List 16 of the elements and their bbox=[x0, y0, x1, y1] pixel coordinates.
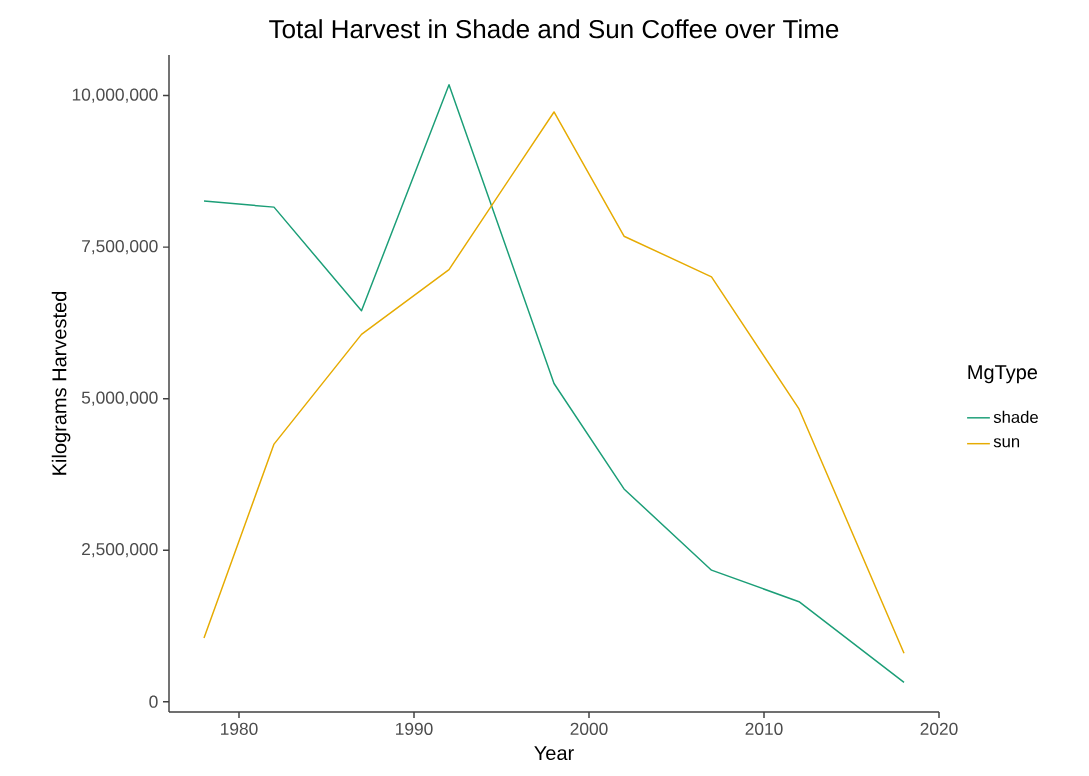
legend-label: sun bbox=[993, 438, 1020, 448]
legend-title: MgType bbox=[968, 365, 1038, 384]
y-tick-label: 0 bbox=[149, 695, 158, 708]
x-tick-label: 1990 bbox=[396, 722, 433, 735]
y-tick-label: 7,500,000 bbox=[82, 239, 158, 255]
chart-title: Total Harvest in Shade and Sun Coffee over Time bbox=[269, 19, 839, 39]
y-tick-label: 10,000,000 bbox=[72, 88, 158, 103]
y-tick-label: 2,500,000 bbox=[82, 543, 158, 558]
x-axis-title: Year bbox=[534, 746, 574, 761]
y-tick-label: 5,000,000 bbox=[81, 391, 158, 406]
legend-label: shade bbox=[993, 410, 1038, 424]
x-tick-label: 2010 bbox=[745, 722, 783, 735]
x-tick-label: 1980 bbox=[221, 722, 258, 735]
x-tick-label: 2020 bbox=[920, 722, 958, 735]
x-tick-label: 2000 bbox=[570, 722, 608, 735]
y-axis-title: Kilograms Harvested bbox=[51, 292, 71, 475]
